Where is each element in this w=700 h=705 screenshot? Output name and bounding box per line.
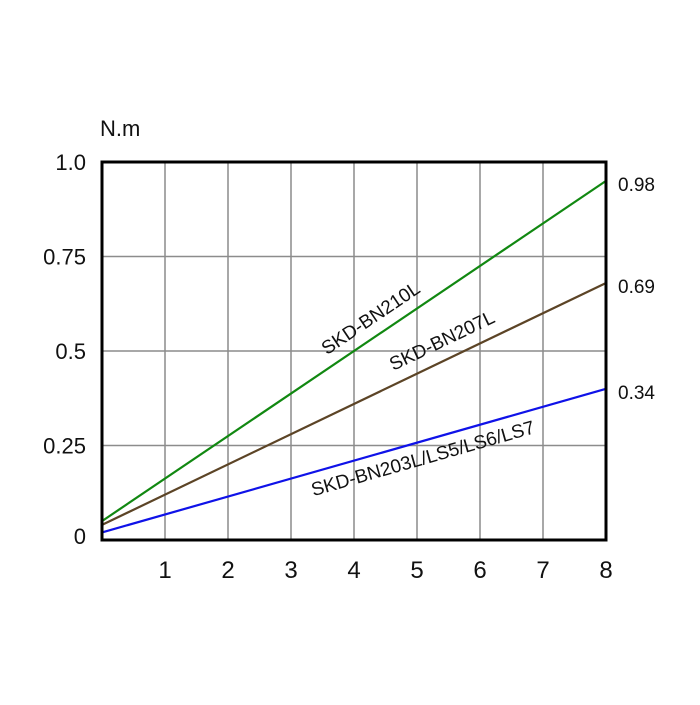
y-tick-label: 0.75 [43,245,86,270]
x-tick-label: 6 [473,557,486,584]
series-end-value-label: 0.98 [618,175,655,196]
plot-frame [100,160,608,542]
x-tick-label: 3 [284,557,297,584]
series-line [101,387,607,534]
series-line [101,281,607,526]
x-tick-label: 7 [536,557,549,584]
x-tick-label: 1 [158,557,171,584]
axis-labels: 0 0.25 0.5 0.75 1.0 1 2 3 4 5 6 7 8 [43,150,613,584]
series-labels: SKD-BN210L0.98SKD-BN207L0.69SKD-BN203L/L… [309,175,655,501]
x-tick-label: 4 [347,557,360,584]
series-lines [101,179,607,534]
series-name-label: SKD-BN203L/LS5/LS6/LS7 [309,417,537,501]
series-line [101,179,607,523]
y-tick-label: 1.0 [55,150,86,175]
series-end-value-label: 0.69 [618,277,655,298]
x-tick-label: 8 [599,557,612,584]
series-end-value-label: 0.34 [618,383,655,404]
x-tick-label: 2 [221,557,234,584]
y-tick-label: 0 [74,524,86,549]
x-tick-label: 5 [410,557,423,584]
y-tick-label: 0.5 [55,339,86,364]
y-tick-label: 0.25 [43,434,86,459]
y-axis-unit-label: N.m [100,116,140,141]
